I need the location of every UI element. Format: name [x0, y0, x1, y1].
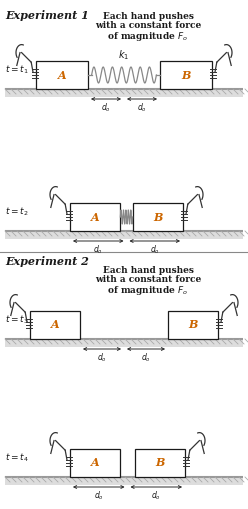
Bar [135, 449, 185, 477]
Text: A: A [58, 70, 66, 80]
Text: Each hand pushes: Each hand pushes [103, 266, 193, 275]
Bar [5, 477, 243, 485]
Text: $t=t_1$: $t=t_1$ [5, 64, 29, 76]
Text: Each hand pushes: Each hand pushes [103, 12, 193, 21]
Text: $d_o$: $d_o$ [97, 351, 107, 363]
Text: B: B [188, 320, 198, 330]
Text: $k_1$: $k_1$ [118, 48, 130, 62]
Bar [30, 311, 80, 339]
Bar [70, 203, 120, 231]
Text: Experiment 2: Experiment 2 [5, 256, 89, 267]
Text: $t=t_2$: $t=t_2$ [5, 206, 29, 218]
Text: $t=t_3$: $t=t_3$ [5, 314, 29, 326]
Text: $d_o$: $d_o$ [151, 489, 161, 501]
Bar [133, 203, 183, 231]
Bar [5, 231, 243, 239]
Bar [5, 89, 243, 97]
Text: with a constant force: with a constant force [95, 275, 201, 284]
Text: A: A [91, 458, 99, 468]
Text: $d_o$: $d_o$ [141, 351, 151, 363]
Text: A: A [51, 320, 59, 330]
Text: $d_o$: $d_o$ [150, 243, 160, 256]
Bar [36, 61, 88, 89]
Text: $d_o$: $d_o$ [137, 101, 147, 114]
Text: B: B [155, 458, 165, 468]
Text: Experiment 1: Experiment 1 [5, 10, 89, 21]
Text: B: B [153, 212, 163, 222]
Text: of magnitude $F_o$: of magnitude $F_o$ [107, 30, 189, 43]
Text: $d_o$: $d_o$ [101, 101, 111, 114]
Text: $d_o$: $d_o$ [93, 243, 103, 256]
Text: with a constant force: with a constant force [95, 21, 201, 30]
Bar [160, 61, 212, 89]
Text: of magnitude $F_o$: of magnitude $F_o$ [107, 284, 189, 297]
Text: B: B [181, 70, 191, 80]
Text: $t=t_4$: $t=t_4$ [5, 452, 29, 464]
Text: A: A [91, 212, 99, 222]
Bar [168, 311, 218, 339]
Text: $d_o$: $d_o$ [94, 489, 104, 501]
Bar [5, 339, 243, 347]
Bar [70, 449, 120, 477]
